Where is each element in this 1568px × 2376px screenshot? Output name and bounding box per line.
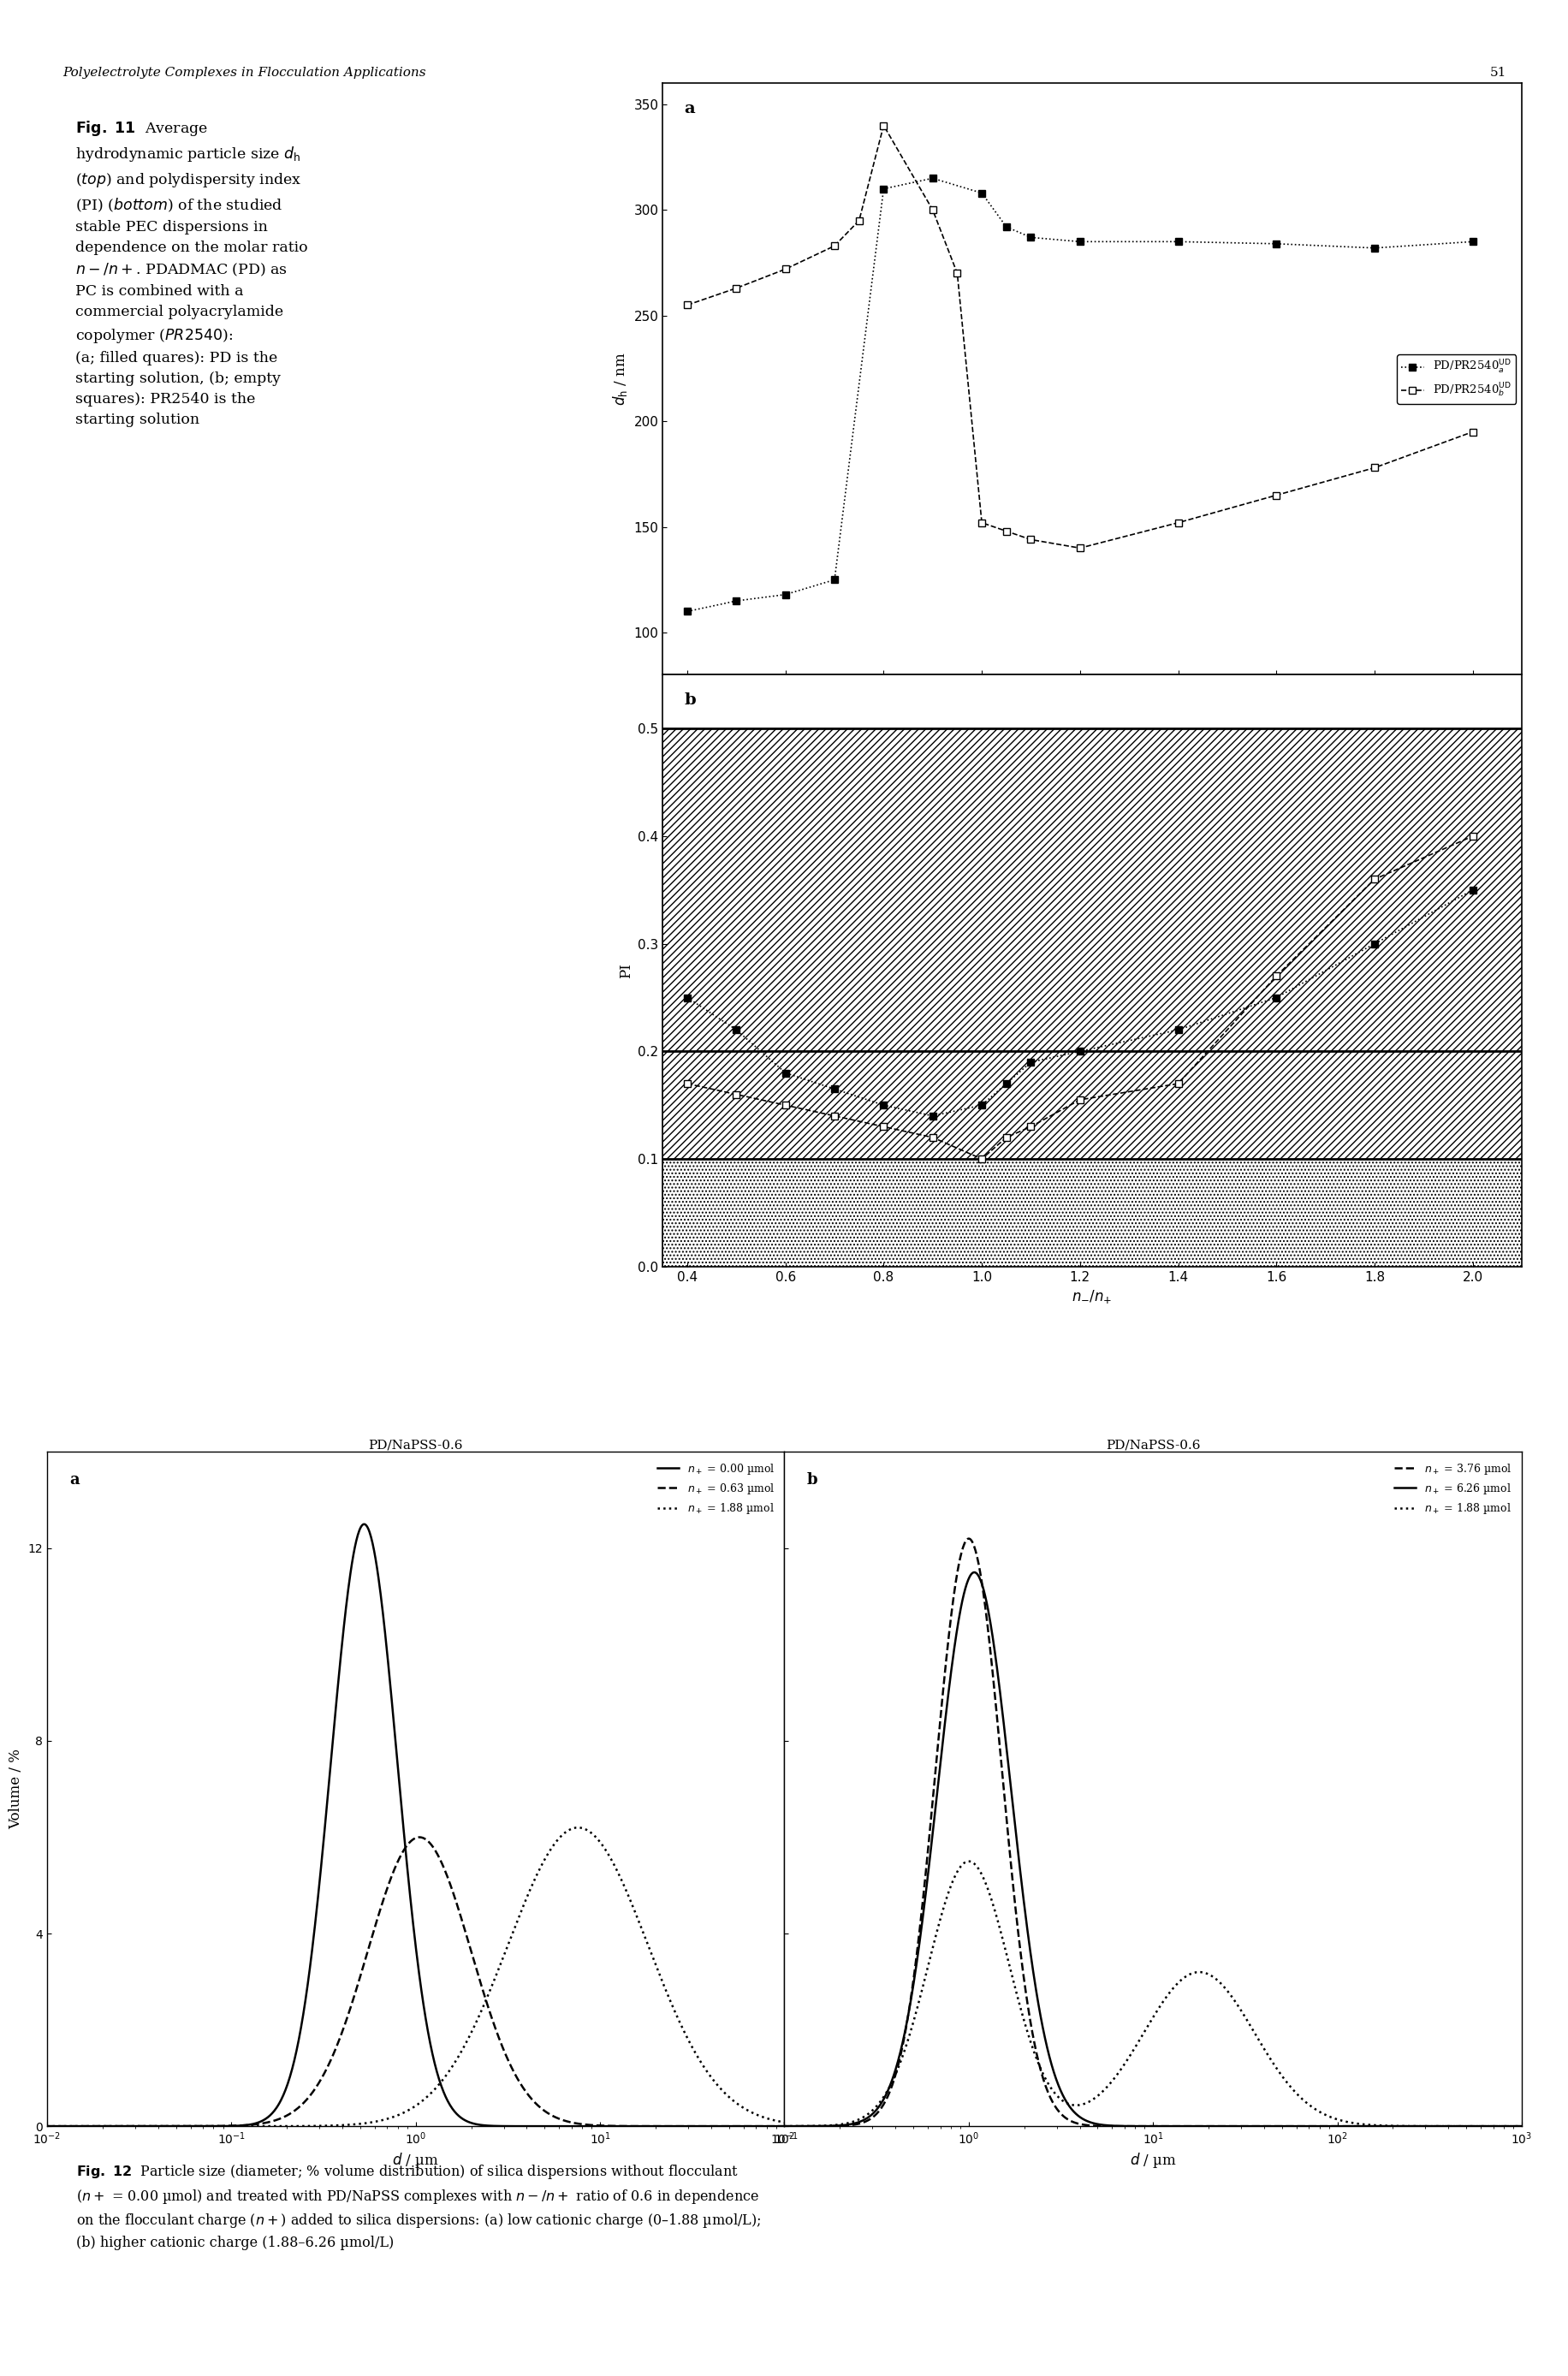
Legend: $n_+$ = 0.00 µmol, $n_+$ = 0.63 µmol, $n_+$ = 1.88 µmol: $n_+$ = 0.00 µmol, $n_+$ = 0.63 µmol, $n… (652, 1456, 779, 1521)
Text: a: a (69, 1473, 78, 1487)
X-axis label: $d$ / µm: $d$ / µm (392, 2150, 439, 2169)
Y-axis label: PI: PI (618, 962, 633, 979)
Y-axis label: $d_{\rm h}$ / nm: $d_{\rm h}$ / nm (610, 352, 629, 406)
Legend: $n_+$ = 3.76 µmol, $n_+$ = 6.26 µmol, $n_+$ = 1.88 µmol: $n_+$ = 3.76 µmol, $n_+$ = 6.26 µmol, $n… (1389, 1456, 1516, 1521)
Text: $\bf{Fig.\ 12}$  Particle size (diameter; % volume distribution) of silica dispe: $\bf{Fig.\ 12}$ Particle size (diameter;… (77, 2162, 760, 2250)
X-axis label: $n_{-}/n_{+}$: $n_{-}/n_{+}$ (1071, 1288, 1112, 1304)
Text: Polyelectrolyte Complexes in Flocculation Applications: Polyelectrolyte Complexes in Flocculatio… (63, 67, 426, 78)
Text: $\bf{Fig.\ 11}$  Average
hydrodynamic particle size $d_{\rm h}$
($\it{top}$) and: $\bf{Fig.\ 11}$ Average hydrodynamic par… (75, 119, 307, 428)
Text: b: b (684, 691, 696, 708)
Text: a: a (684, 100, 695, 116)
Y-axis label: Volume / %: Volume / % (8, 1749, 24, 1830)
Legend: PD/PR2540$^{\rm UD}_{a}$, PD/PR2540$^{\rm UD}_{b}$: PD/PR2540$^{\rm UD}_{a}$, PD/PR2540$^{\r… (1396, 354, 1515, 404)
X-axis label: $d$ / µm: $d$ / µm (1129, 2150, 1176, 2169)
Title: PD/NaPSS-0.6: PD/NaPSS-0.6 (368, 1440, 463, 1452)
Text: 51: 51 (1488, 67, 1505, 78)
Text: b: b (806, 1473, 817, 1487)
Title: PD/NaPSS-0.6: PD/NaPSS-0.6 (1105, 1440, 1200, 1452)
